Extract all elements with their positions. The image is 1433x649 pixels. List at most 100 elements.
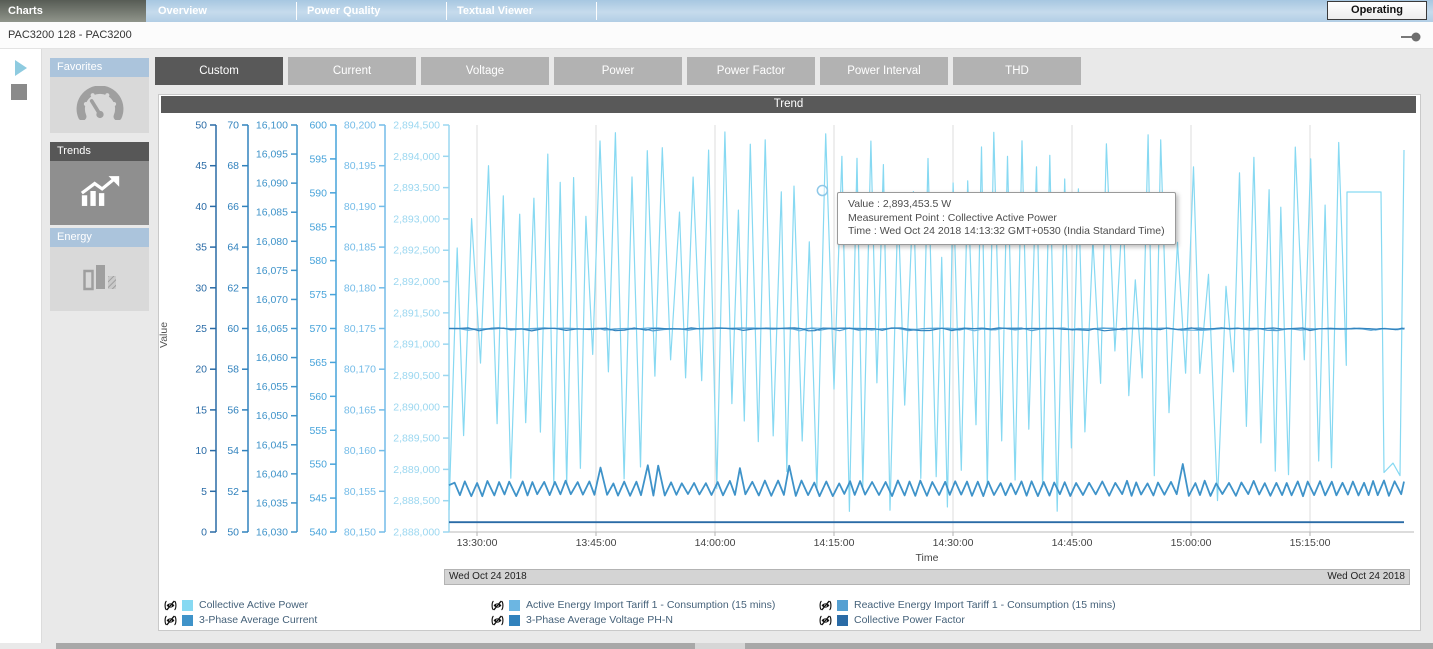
svg-text:15:00:00: 15:00:00 <box>1171 537 1212 549</box>
date-range-scrollbar[interactable]: Wed Oct 24 2018 Wed Oct 24 2018 <box>444 569 1410 585</box>
trend-chart[interactable]: 13:30:0013:45:0014:00:0014:15:0014:30:00… <box>159 113 1420 568</box>
legend-label: 3-Phase Average Voltage PH-N <box>526 614 673 626</box>
stop-square-icon[interactable] <box>11 84 27 100</box>
horizontal-scrollbar[interactable] <box>56 643 1433 649</box>
favorites-body[interactable] <box>50 77 149 133</box>
svg-text:2,893,000: 2,893,000 <box>393 213 440 225</box>
tab-textual-viewer[interactable]: Textual Viewer <box>447 0 595 22</box>
trend-icon <box>77 175 123 212</box>
svg-text:560: 560 <box>309 391 327 403</box>
svg-text:2,891,000: 2,891,000 <box>393 339 440 351</box>
svg-text:16,065: 16,065 <box>256 323 288 335</box>
svg-text:2,892,500: 2,892,500 <box>393 245 440 257</box>
svg-text:62: 62 <box>227 282 239 294</box>
chart-tooltip: Value : 2,893,453.5 W Measurement Point … <box>837 192 1176 245</box>
svg-text:80,160: 80,160 <box>344 445 376 457</box>
visibility-eye-icon[interactable] <box>491 599 504 612</box>
svg-text:16,035: 16,035 <box>256 497 288 509</box>
trends-label: Trends <box>50 142 149 161</box>
top-tab-bar: Charts Overview Power Quality Textual Vi… <box>0 0 1433 22</box>
svg-text:80,190: 80,190 <box>344 201 376 213</box>
sidebar-item-energy[interactable]: Energy <box>50 228 149 311</box>
svg-text:35: 35 <box>195 242 207 254</box>
svg-text:54: 54 <box>227 445 239 457</box>
tab-overview[interactable]: Overview <box>148 0 296 22</box>
svg-text:15:15:00: 15:15:00 <box>1290 537 1331 549</box>
svg-text:585: 585 <box>309 221 327 233</box>
svg-text:15: 15 <box>195 404 207 416</box>
tooltip-value: Value : 2,893,453.5 W <box>848 198 1165 212</box>
chart-tab-power[interactable]: Power <box>554 57 682 85</box>
visibility-eye-icon[interactable] <box>164 614 177 627</box>
svg-text:2,894,500: 2,894,500 <box>393 120 440 132</box>
chart-tab-power-interval[interactable]: Power Interval <box>820 57 948 85</box>
svg-text:14:30:00: 14:30:00 <box>933 537 974 549</box>
energy-body[interactable] <box>50 247 149 311</box>
svg-text:10: 10 <box>195 445 207 457</box>
date-range-end: Wed Oct 24 2018 <box>1327 571 1405 582</box>
svg-text:2,892,000: 2,892,000 <box>393 276 440 288</box>
trend-panel: Trend 13:30:0013:45:0014:00:0014:15:0014… <box>158 94 1421 631</box>
scrollbar-thumb[interactable] <box>695 643 745 649</box>
visibility-eye-icon[interactable] <box>819 599 832 612</box>
tooltip-measurement-point: Measurement Point : Collective Active Po… <box>848 212 1165 226</box>
svg-text:16,040: 16,040 <box>256 468 288 480</box>
svg-text:Time: Time <box>916 552 939 564</box>
sidebar-item-trends[interactable]: Trends <box>50 142 149 225</box>
svg-text:13:45:00: 13:45:00 <box>576 537 617 549</box>
svg-text:555: 555 <box>309 425 327 437</box>
svg-text:2,889,500: 2,889,500 <box>393 433 440 445</box>
svg-text:2,889,000: 2,889,000 <box>393 464 440 476</box>
legend-item[interactable]: 3-Phase Average Voltage PH-N <box>491 613 673 627</box>
legend-label: 3-Phase Average Current <box>199 614 317 626</box>
svg-text:16,080: 16,080 <box>256 236 288 248</box>
svg-text:540: 540 <box>309 527 327 539</box>
legend-color-swatch <box>182 615 193 626</box>
tab-power-quality[interactable]: Power Quality <box>297 0 445 22</box>
svg-text:30: 30 <box>195 282 207 294</box>
legend-item[interactable]: Active Energy Import Tariff 1 - Consumpt… <box>491 598 775 612</box>
hover-marker <box>817 186 827 196</box>
svg-text:545: 545 <box>309 493 327 505</box>
legend-label: Collective Power Factor <box>854 614 965 626</box>
svg-text:70: 70 <box>227 120 239 132</box>
svg-text:16,045: 16,045 <box>256 439 288 451</box>
svg-text:80,200: 80,200 <box>344 120 376 132</box>
operating-status-button[interactable]: Operating <box>1327 1 1427 20</box>
visibility-eye-icon[interactable] <box>491 614 504 627</box>
legend-item[interactable]: 3-Phase Average Current <box>164 613 317 627</box>
chart-tab-voltage[interactable]: Voltage <box>421 57 549 85</box>
app-window: Charts Overview Power Quality Textual Vi… <box>0 0 1433 649</box>
expand-arrow-icon[interactable] <box>14 59 28 82</box>
chart-tab-custom[interactable]: Custom <box>155 57 283 85</box>
svg-text:45: 45 <box>195 160 207 172</box>
tab-separator <box>596 2 597 20</box>
legend-color-swatch <box>837 615 848 626</box>
legend-color-swatch <box>509 615 520 626</box>
svg-text:25: 25 <box>195 323 207 335</box>
chart-tab-current[interactable]: Current <box>288 57 416 85</box>
chart-tab-thd[interactable]: THD <box>953 57 1081 85</box>
svg-text:2,893,500: 2,893,500 <box>393 182 440 194</box>
visibility-eye-icon[interactable] <box>819 614 832 627</box>
pin-icon[interactable] <box>1401 30 1421 48</box>
visibility-eye-icon[interactable] <box>164 599 177 612</box>
legend-item[interactable]: Collective Power Factor <box>819 613 965 627</box>
chart-tab-power-factor[interactable]: Power Factor <box>687 57 815 85</box>
legend-item[interactable]: Reactive Energy Import Tariff 1 - Consum… <box>819 598 1116 612</box>
tab-charts[interactable]: Charts <box>0 0 146 22</box>
svg-text:13:30:00: 13:30:00 <box>457 537 498 549</box>
svg-text:20: 20 <box>195 364 207 376</box>
sidebar-item-favorites[interactable]: Favorites <box>50 58 149 133</box>
legend-item[interactable]: Collective Active Power <box>164 598 308 612</box>
svg-text:2,888,000: 2,888,000 <box>393 527 440 539</box>
svg-text:40: 40 <box>195 201 207 213</box>
trends-body[interactable] <box>50 161 149 225</box>
svg-text:80,170: 80,170 <box>344 364 376 376</box>
svg-text:5: 5 <box>201 486 207 498</box>
svg-text:50: 50 <box>195 120 207 132</box>
svg-text:16,060: 16,060 <box>256 352 288 364</box>
svg-text:595: 595 <box>309 153 327 165</box>
gauge-icon <box>75 86 125 125</box>
legend-color-swatch <box>509 600 520 611</box>
